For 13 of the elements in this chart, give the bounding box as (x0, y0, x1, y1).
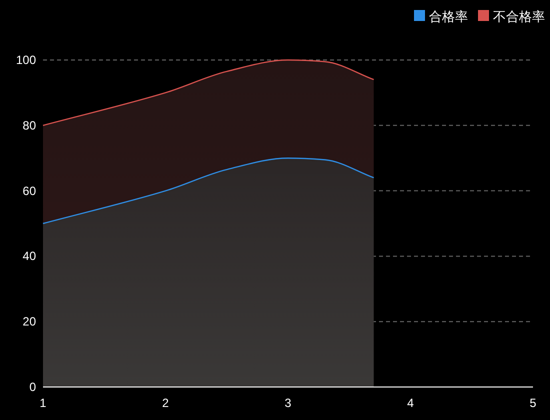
y-tick-label: 60 (22, 184, 36, 198)
y-tick-label: 100 (16, 53, 36, 67)
legend-label: 合格率 (429, 9, 468, 24)
x-tick-label: 4 (407, 396, 414, 410)
legend-label: 不合格率 (493, 9, 545, 24)
x-tick-label: 3 (284, 396, 292, 410)
x-tick-label: 5 (530, 396, 537, 410)
y-tick-label: 20 (22, 314, 36, 329)
y-tick-label: 0 (29, 380, 36, 394)
x-tick-label: 1 (40, 396, 47, 410)
y-tick-label: 80 (22, 118, 36, 132)
x-tick-label: 2 (162, 396, 170, 410)
y-tick-label: 40 (22, 249, 36, 264)
